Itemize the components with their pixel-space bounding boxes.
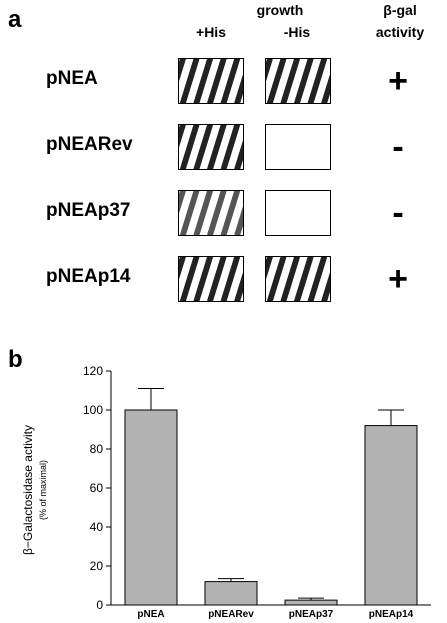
bar xyxy=(204,581,258,606)
y-tick-label: 60 xyxy=(90,481,104,495)
panel-a-letter: a xyxy=(8,6,22,33)
x-tick-label: pNEAp37 xyxy=(289,609,334,620)
plus-his-plate xyxy=(178,58,244,104)
y-tick-label: 40 xyxy=(90,520,104,534)
y-tick-label: 120 xyxy=(83,364,103,378)
row-label: pNEAp14 xyxy=(46,266,131,287)
y-axis-label: β−Galactosidase activity xyxy=(21,425,35,555)
panel-b-letter: b xyxy=(8,346,23,373)
row-label: pNEAp37 xyxy=(46,200,131,221)
chart-x-labels: pNEA pNEARev pNEAp37 pNEAp14 xyxy=(137,609,413,620)
y-tick-label: 0 xyxy=(96,598,103,612)
y-tick-label: 20 xyxy=(90,559,104,573)
bar-chart: 0 20 40 60 80 100 120 pNEA pNEARev pNEAp37 pNEAp1… xyxy=(21,364,431,620)
plus-his-plate xyxy=(178,124,244,170)
y-axis-sublabel: (% of maximal) xyxy=(38,460,48,520)
plus-his-header: +His xyxy=(196,24,226,40)
y-tick-label: 100 xyxy=(83,403,103,417)
minus-his-plate xyxy=(265,256,331,302)
plus-his-plate xyxy=(178,190,244,236)
bgal-header-line2: activity xyxy=(375,24,425,40)
activity-symbol: - xyxy=(392,128,404,166)
activity-symbol: - xyxy=(392,194,404,232)
activity-symbol: + xyxy=(388,260,408,298)
minus-his-plate xyxy=(265,124,331,170)
chart-bars xyxy=(124,388,418,606)
plus-his-plate xyxy=(178,256,244,302)
minus-his-plate xyxy=(265,58,331,104)
x-tick-label: pNEARev xyxy=(208,609,254,620)
bar xyxy=(364,425,418,606)
bgal-header-line1: β-gal xyxy=(383,2,417,18)
x-tick-label: pNEAp14 xyxy=(369,609,414,620)
growth-header: growth xyxy=(256,2,304,18)
bar xyxy=(284,599,338,606)
x-tick-label: pNEA xyxy=(137,609,164,620)
y-tick-label: 80 xyxy=(90,442,104,456)
row-label: pNEA xyxy=(46,68,98,89)
activity-symbol: + xyxy=(388,62,408,100)
minus-his-header: -His xyxy=(283,24,311,40)
row-label: pNEARev xyxy=(46,134,133,155)
bar xyxy=(124,409,178,606)
minus-his-plate xyxy=(265,190,331,236)
